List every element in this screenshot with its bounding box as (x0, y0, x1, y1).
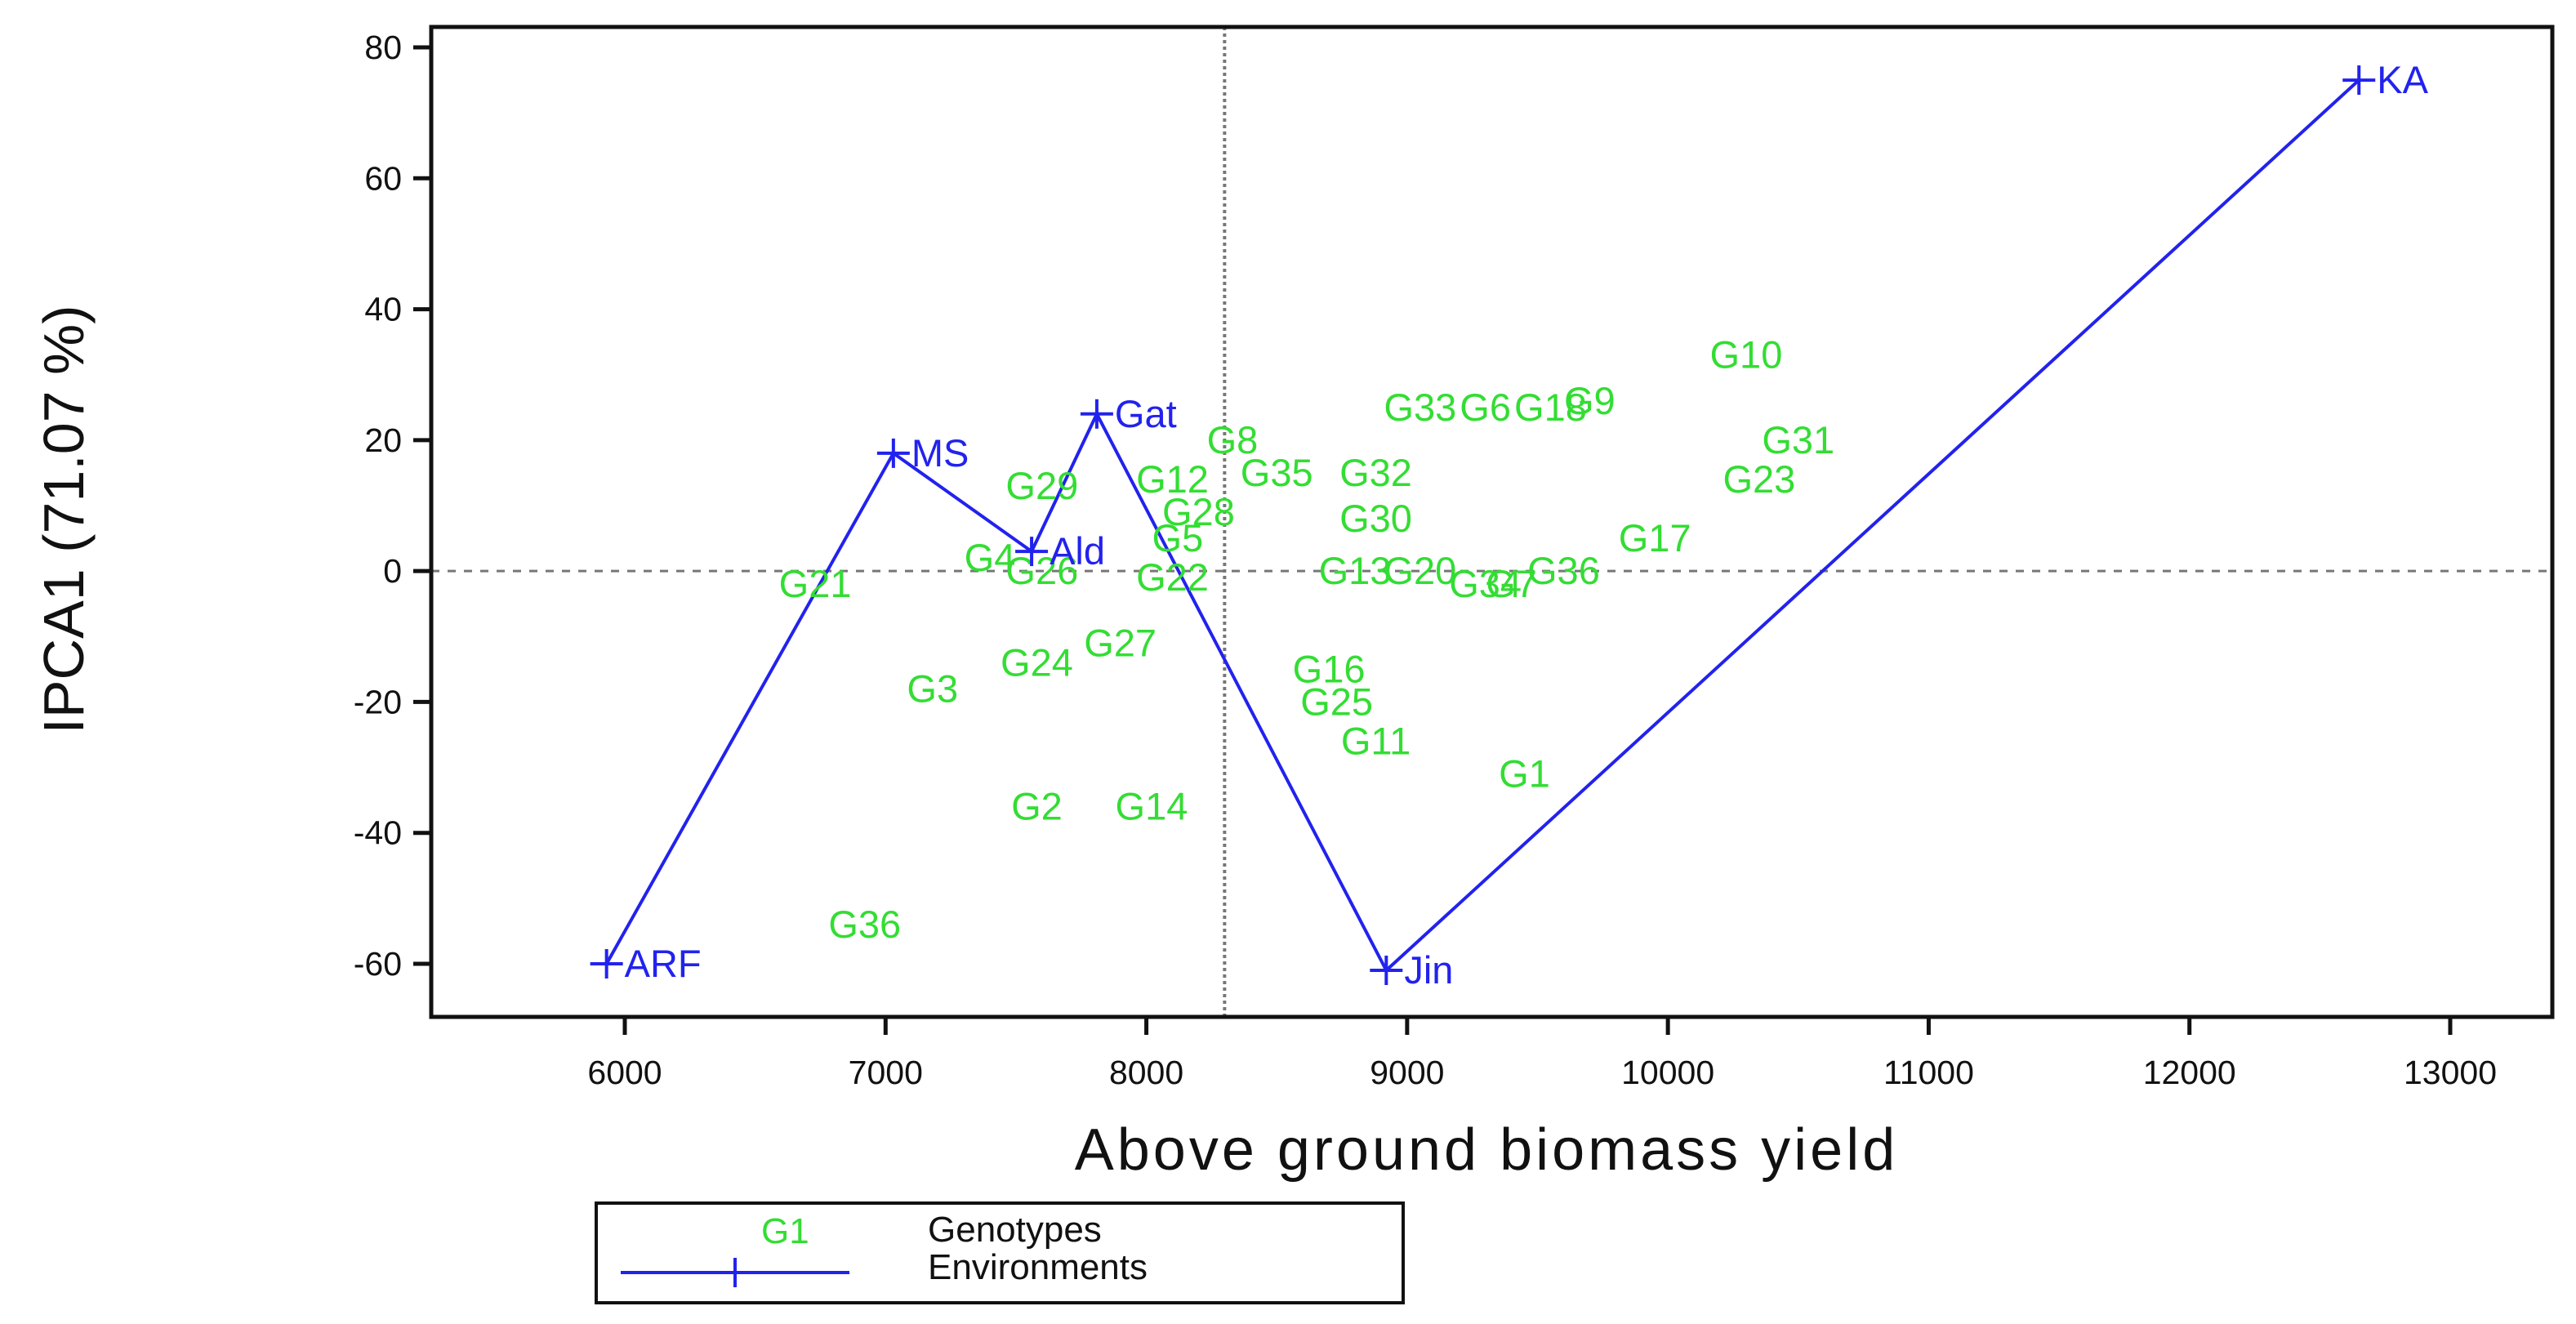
legend-box (595, 1201, 1405, 1304)
genotype-label: G5 (1152, 516, 1204, 559)
genotype-label: G33 (1384, 386, 1456, 429)
environment-label: Ald (1050, 529, 1105, 573)
genotype-label: G29 (1005, 464, 1078, 507)
environments-line (604, 78, 2360, 974)
y-tick-label: -20 (354, 683, 402, 720)
genotype-label: G35 (1241, 451, 1313, 494)
legend-genotype-sample: G1 (761, 1211, 809, 1251)
reference-lines (431, 27, 2552, 1017)
genotype-label: G31 (1762, 418, 1834, 461)
genotype-label: G8 (1207, 418, 1259, 461)
x-tick-label: 8000 (1109, 1054, 1183, 1091)
genotype-label: G6 (1460, 386, 1511, 429)
genotype-label: G3 (907, 666, 958, 710)
genotype-label: G21 (779, 562, 852, 605)
y-axis-ticks: 80 60 40 20 0 -20 -40 -60 (354, 29, 431, 983)
genotype-label: G9 (1564, 379, 1616, 422)
genotype-label: G12 (1136, 457, 1209, 501)
legend: G1 Genotypes Environments (595, 1201, 1405, 1304)
environments-series (604, 78, 2360, 974)
genotype-label: G22 (1136, 555, 1209, 599)
genotype-label: G34 (1449, 562, 1522, 605)
x-tick-label: 6000 (587, 1054, 662, 1091)
genotype-label: G7 (1486, 562, 1537, 605)
legend-genotypes-label: Genotypes (928, 1210, 1102, 1250)
genotype-label: G36 (1527, 549, 1600, 592)
genotype-label: G17 (1619, 516, 1691, 559)
environment-label: KA (2377, 58, 2428, 101)
genotype-label: G28 (1162, 490, 1235, 533)
environment-label: MS (911, 431, 969, 475)
y-tick-label: 80 (364, 29, 402, 66)
genotype-label: G18 (1514, 386, 1587, 429)
genotype-label: G36 (828, 903, 901, 946)
y-tick-label: -60 (354, 945, 402, 983)
x-axis-title: Above ground biomass yield (1075, 1117, 1899, 1183)
genotype-label: G20 (1384, 549, 1456, 592)
environment-points: ARF MS Ald Gat Jin KA (590, 58, 2429, 992)
genotype-label: G27 (1084, 621, 1157, 664)
genotype-label: G1 (1499, 752, 1550, 796)
y-tick-label: 40 (364, 291, 402, 328)
genotype-label: G11 (1341, 720, 1411, 763)
genotype-label: G2 (1011, 785, 1063, 828)
genotype-label: G14 (1116, 785, 1188, 828)
y-tick-label: 0 (383, 552, 402, 590)
y-tick-label: 20 (364, 421, 402, 459)
plot-frame (429, 25, 2555, 1019)
x-tick-label: 9000 (1370, 1054, 1444, 1091)
genotype-label: G32 (1339, 451, 1412, 494)
genotype-label: G4 (965, 536, 1016, 579)
environment-label: Gat (1115, 392, 1177, 435)
x-tick-label: 12000 (2143, 1054, 2236, 1091)
x-axis-ticks: 6000 7000 8000 9000 10000 11000 12000 13000 (587, 1017, 2497, 1091)
environment-label: ARF (625, 942, 702, 985)
y-tick-label: 60 (364, 159, 402, 197)
genotype-label: G25 (1300, 680, 1373, 723)
y-axis-title: IPCA1 (71.07 %) (32, 305, 96, 733)
genotype-label: G30 (1339, 497, 1412, 540)
genotype-label: G16 (1293, 647, 1366, 690)
genotype-label: G23 (1723, 457, 1795, 501)
genotype-label: G26 (1005, 549, 1078, 592)
x-tick-label: 7000 (849, 1054, 923, 1091)
genotype-label: G13 (1319, 549, 1392, 592)
y-tick-label: -40 (354, 814, 402, 852)
environment-label: Jin (1404, 948, 1453, 992)
x-tick-label: 10000 (1621, 1054, 1714, 1091)
legend-environments-label: Environments (928, 1247, 1148, 1287)
genotype-label: G24 (1001, 640, 1073, 684)
x-tick-label: 13000 (2404, 1054, 2497, 1091)
x-tick-label: 11000 (1883, 1054, 1974, 1091)
genotype-label: G10 (1710, 333, 1783, 377)
